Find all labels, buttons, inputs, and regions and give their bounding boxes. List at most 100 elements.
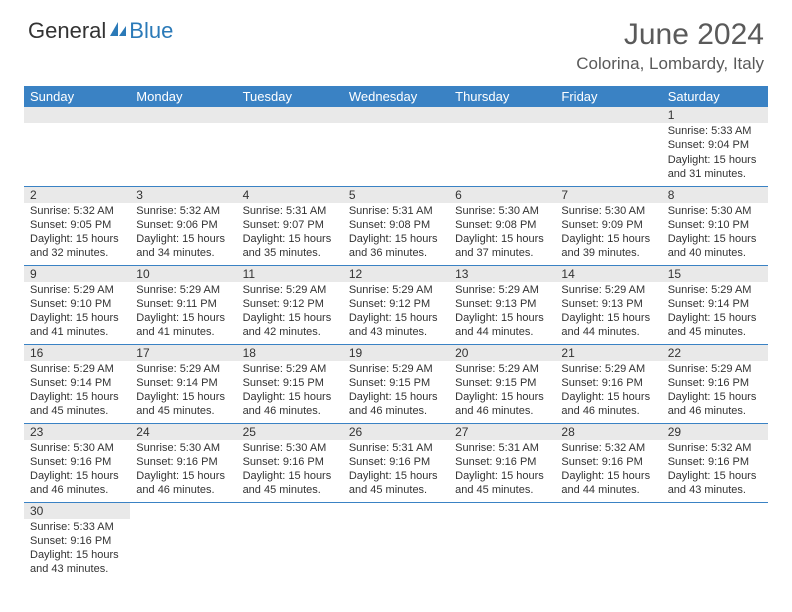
dayhead-fri: Friday bbox=[555, 86, 661, 107]
calendar-cell: 11Sunrise: 5:29 AMSunset: 9:12 PMDayligh… bbox=[237, 265, 343, 344]
day-details: Sunrise: 5:29 AMSunset: 9:14 PMDaylight:… bbox=[130, 361, 236, 422]
day-number-empty bbox=[130, 107, 236, 123]
page-title: June 2024 bbox=[576, 18, 764, 52]
day-details: Sunrise: 5:30 AMSunset: 9:08 PMDaylight:… bbox=[449, 203, 555, 264]
calendar-cell bbox=[343, 107, 449, 186]
daylight-line: Daylight: 15 hours and 39 minutes. bbox=[561, 232, 655, 261]
logo-part1: General bbox=[28, 18, 106, 43]
sunrise-line: Sunrise: 5:30 AM bbox=[136, 441, 230, 455]
calendar-cell bbox=[343, 502, 449, 581]
daylight-line: Daylight: 15 hours and 42 minutes. bbox=[243, 311, 337, 340]
daylight-line: Daylight: 15 hours and 46 minutes. bbox=[455, 390, 549, 419]
calendar-cell: 9Sunrise: 5:29 AMSunset: 9:10 PMDaylight… bbox=[24, 265, 130, 344]
day-number-empty bbox=[237, 107, 343, 123]
daylight-line: Daylight: 15 hours and 34 minutes. bbox=[136, 232, 230, 261]
sunrise-line: Sunrise: 5:29 AM bbox=[243, 362, 337, 376]
calendar-cell bbox=[449, 502, 555, 581]
day-details: Sunrise: 5:31 AMSunset: 9:16 PMDaylight:… bbox=[343, 440, 449, 501]
day-details: Sunrise: 5:30 AMSunset: 9:16 PMDaylight:… bbox=[237, 440, 343, 501]
sunrise-line: Sunrise: 5:29 AM bbox=[668, 283, 762, 297]
daylight-line: Daylight: 15 hours and 35 minutes. bbox=[243, 232, 337, 261]
calendar-cell bbox=[237, 502, 343, 581]
sunset-line: Sunset: 9:16 PM bbox=[668, 455, 762, 469]
daylight-line: Daylight: 15 hours and 46 minutes. bbox=[243, 390, 337, 419]
daylight-line: Daylight: 15 hours and 45 minutes. bbox=[30, 390, 124, 419]
sunrise-line: Sunrise: 5:30 AM bbox=[561, 204, 655, 218]
daylight-line: Daylight: 15 hours and 45 minutes. bbox=[349, 469, 443, 498]
day-number: 28 bbox=[555, 424, 661, 440]
sunset-line: Sunset: 9:15 PM bbox=[243, 376, 337, 390]
day-details: Sunrise: 5:29 AMSunset: 9:12 PMDaylight:… bbox=[237, 282, 343, 343]
calendar-cell: 1Sunrise: 5:33 AMSunset: 9:04 PMDaylight… bbox=[662, 107, 768, 186]
day-number: 2 bbox=[24, 187, 130, 203]
calendar-row: 1Sunrise: 5:33 AMSunset: 9:04 PMDaylight… bbox=[24, 107, 768, 186]
sunset-line: Sunset: 9:16 PM bbox=[136, 455, 230, 469]
sunrise-line: Sunrise: 5:29 AM bbox=[455, 283, 549, 297]
sunset-line: Sunset: 9:16 PM bbox=[30, 534, 124, 548]
sunrise-line: Sunrise: 5:32 AM bbox=[30, 204, 124, 218]
day-number-empty bbox=[449, 107, 555, 123]
day-number: 12 bbox=[343, 266, 449, 282]
day-details: Sunrise: 5:31 AMSunset: 9:07 PMDaylight:… bbox=[237, 203, 343, 264]
sunrise-line: Sunrise: 5:33 AM bbox=[668, 124, 762, 138]
sunrise-line: Sunrise: 5:29 AM bbox=[349, 362, 443, 376]
sunrise-line: Sunrise: 5:33 AM bbox=[30, 520, 124, 534]
day-number: 29 bbox=[662, 424, 768, 440]
day-number: 3 bbox=[130, 187, 236, 203]
calendar-cell: 5Sunrise: 5:31 AMSunset: 9:08 PMDaylight… bbox=[343, 186, 449, 265]
sunrise-line: Sunrise: 5:31 AM bbox=[455, 441, 549, 455]
daylight-line: Daylight: 15 hours and 45 minutes. bbox=[243, 469, 337, 498]
calendar-cell bbox=[130, 107, 236, 186]
day-number: 21 bbox=[555, 345, 661, 361]
day-details: Sunrise: 5:29 AMSunset: 9:14 PMDaylight:… bbox=[24, 361, 130, 422]
calendar-cell: 29Sunrise: 5:32 AMSunset: 9:16 PMDayligh… bbox=[662, 423, 768, 502]
calendar-body: 1Sunrise: 5:33 AMSunset: 9:04 PMDaylight… bbox=[24, 107, 768, 581]
calendar-cell: 3Sunrise: 5:32 AMSunset: 9:06 PMDaylight… bbox=[130, 186, 236, 265]
daylight-line: Daylight: 15 hours and 46 minutes. bbox=[668, 390, 762, 419]
sunrise-line: Sunrise: 5:30 AM bbox=[243, 441, 337, 455]
day-number: 5 bbox=[343, 187, 449, 203]
sunrise-line: Sunrise: 5:29 AM bbox=[561, 283, 655, 297]
logo-part2: Blue bbox=[129, 18, 173, 43]
sunset-line: Sunset: 9:07 PM bbox=[243, 218, 337, 232]
day-number: 14 bbox=[555, 266, 661, 282]
daylight-line: Daylight: 15 hours and 44 minutes. bbox=[561, 469, 655, 498]
day-details: Sunrise: 5:31 AMSunset: 9:16 PMDaylight:… bbox=[449, 440, 555, 501]
sunset-line: Sunset: 9:09 PM bbox=[561, 218, 655, 232]
calendar-row: 2Sunrise: 5:32 AMSunset: 9:05 PMDaylight… bbox=[24, 186, 768, 265]
day-number: 27 bbox=[449, 424, 555, 440]
day-details: Sunrise: 5:30 AMSunset: 9:16 PMDaylight:… bbox=[24, 440, 130, 501]
day-number: 8 bbox=[662, 187, 768, 203]
calendar-cell: 6Sunrise: 5:30 AMSunset: 9:08 PMDaylight… bbox=[449, 186, 555, 265]
calendar-cell bbox=[130, 502, 236, 581]
logo-text: General Blue bbox=[28, 18, 173, 44]
calendar-cell: 19Sunrise: 5:29 AMSunset: 9:15 PMDayligh… bbox=[343, 344, 449, 423]
calendar-cell: 10Sunrise: 5:29 AMSunset: 9:11 PMDayligh… bbox=[130, 265, 236, 344]
calendar-cell: 24Sunrise: 5:30 AMSunset: 9:16 PMDayligh… bbox=[130, 423, 236, 502]
day-number: 30 bbox=[24, 503, 130, 519]
calendar-cell: 12Sunrise: 5:29 AMSunset: 9:12 PMDayligh… bbox=[343, 265, 449, 344]
sunset-line: Sunset: 9:15 PM bbox=[455, 376, 549, 390]
day-number: 15 bbox=[662, 266, 768, 282]
day-number: 20 bbox=[449, 345, 555, 361]
calendar-cell bbox=[662, 502, 768, 581]
sunset-line: Sunset: 9:10 PM bbox=[668, 218, 762, 232]
day-number: 16 bbox=[24, 345, 130, 361]
day-number: 9 bbox=[24, 266, 130, 282]
day-details: Sunrise: 5:32 AMSunset: 9:06 PMDaylight:… bbox=[130, 203, 236, 264]
sunset-line: Sunset: 9:04 PM bbox=[668, 138, 762, 152]
daylight-line: Daylight: 15 hours and 44 minutes. bbox=[455, 311, 549, 340]
daylight-line: Daylight: 15 hours and 32 minutes. bbox=[30, 232, 124, 261]
day-number-empty bbox=[24, 107, 130, 123]
calendar-cell: 8Sunrise: 5:30 AMSunset: 9:10 PMDaylight… bbox=[662, 186, 768, 265]
day-number: 25 bbox=[237, 424, 343, 440]
sunrise-line: Sunrise: 5:32 AM bbox=[136, 204, 230, 218]
calendar-cell: 16Sunrise: 5:29 AMSunset: 9:14 PMDayligh… bbox=[24, 344, 130, 423]
day-number: 7 bbox=[555, 187, 661, 203]
daylight-line: Daylight: 15 hours and 31 minutes. bbox=[668, 153, 762, 182]
daylight-line: Daylight: 15 hours and 45 minutes. bbox=[455, 469, 549, 498]
daylight-line: Daylight: 15 hours and 41 minutes. bbox=[30, 311, 124, 340]
day-details: Sunrise: 5:32 AMSunset: 9:05 PMDaylight:… bbox=[24, 203, 130, 264]
calendar-cell: 22Sunrise: 5:29 AMSunset: 9:16 PMDayligh… bbox=[662, 344, 768, 423]
day-number: 6 bbox=[449, 187, 555, 203]
